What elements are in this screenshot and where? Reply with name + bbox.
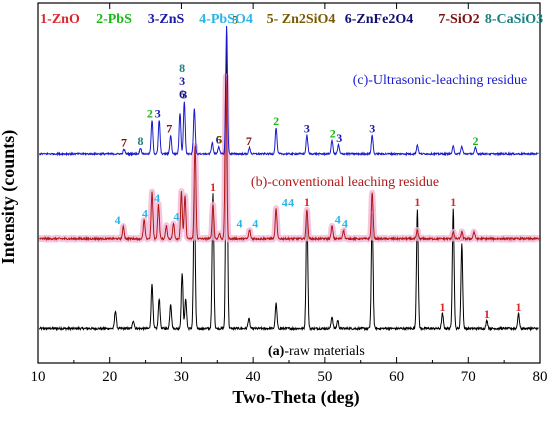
peak-label: 1 [515,300,521,314]
peak-label: 5 [232,13,238,27]
x-tick-label: 70 [461,369,476,385]
peak-label: 2 [330,127,336,141]
peak-label: 3 [336,131,342,145]
x-tick-label: 20 [102,369,117,385]
peak-label-stacked: 3 [179,74,185,88]
peak-label: 1 [304,195,310,209]
axes: 10 20 30 40 50 60 70 80 [31,2,548,385]
peak-label: 4 [335,212,341,226]
legend-item: 4-PbSO4 [199,12,253,27]
series-label-c: (c)-Ultrasonic-leaching residue [353,73,528,88]
peak-label: 4 [288,195,294,209]
legend-item: 3-ZnS [148,12,185,27]
series-line-c [38,25,539,157]
legend-item: 7-SiO2 [438,12,479,27]
peak-label: 1 [210,180,216,194]
series-line-b [39,76,540,242]
peak-label: 8 [138,134,144,148]
peak-label: 3 [304,121,310,135]
x-axis-title: Two-Theta (deg) [232,387,359,408]
phase-legend: 1-ZnO 2-PbS 3-ZnS 4-PbSO4 5- Zn2SiO4 6-ZnFe2O… [40,12,543,27]
legend-item: 6-ZnFe2O4 [345,12,413,27]
peak-label: 7 [166,121,172,135]
peak-label: 4 [237,217,243,231]
peak-label: 7 [121,136,127,150]
x-tick-label: 50 [317,369,332,385]
peak-label: 1 [450,195,456,209]
peak-label: 6 [216,133,222,147]
peak-label: 3 [155,106,161,120]
series-labels: (a)-raw materials (b)-conventional leachi… [251,73,527,359]
peak-label: 4 [154,191,160,205]
peak-label: 2 [472,134,478,148]
legend-item: 2-PbS [96,12,132,27]
x-tick-label: 60 [389,369,404,385]
peak-label: 1 [439,300,445,314]
series-line-a [38,38,539,332]
peak-label: 3 [181,88,187,102]
peak-label: 4 [252,217,258,231]
peak-label: 1 [484,307,490,321]
x-tick-label: 10 [31,369,46,385]
x-tick-label: 80 [533,369,548,385]
y-axis-title: Intensity (counts) [0,130,19,265]
series-label-a: (a)-raw materials [268,344,365,359]
peak-label: 1 [414,195,420,209]
peak-label: 4 [342,217,348,231]
legend-item: 8-CaSiO3 [485,12,543,27]
series-label-b: (b)-conventional leaching residue [251,175,439,190]
peak-label: 2 [147,106,153,120]
peak-label: 4 [173,210,179,224]
peak-label: 4 [115,213,121,227]
peak-label: 2 [273,114,279,128]
peak-label: 4 [282,195,288,209]
peak-label-stacked: 8 [179,61,185,75]
legend-item: 1-ZnO [40,12,80,27]
x-tick-label: 40 [246,369,261,385]
peak-label: 5 [216,133,222,147]
x-tick-label: 30 [174,369,189,385]
peak-label: 3 [369,121,375,135]
peak-label: 4 [142,206,148,220]
peak-label-stacked: 6 [179,87,185,101]
legend-item: 5- Zn2SiO4 [267,12,336,27]
peak-label: 7 [246,134,252,148]
